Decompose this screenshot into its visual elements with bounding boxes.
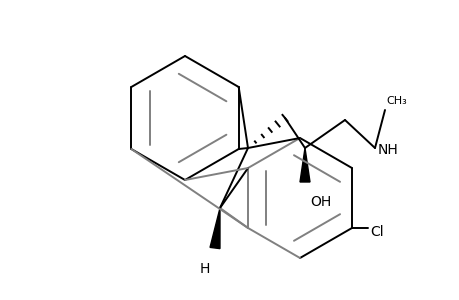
Text: Cl: Cl [369,225,383,239]
Text: CH₃: CH₃ [385,96,406,106]
Text: H: H [199,262,210,276]
Polygon shape [210,208,219,249]
Polygon shape [299,148,309,182]
Text: OH: OH [309,195,330,209]
Text: NH: NH [377,143,398,157]
